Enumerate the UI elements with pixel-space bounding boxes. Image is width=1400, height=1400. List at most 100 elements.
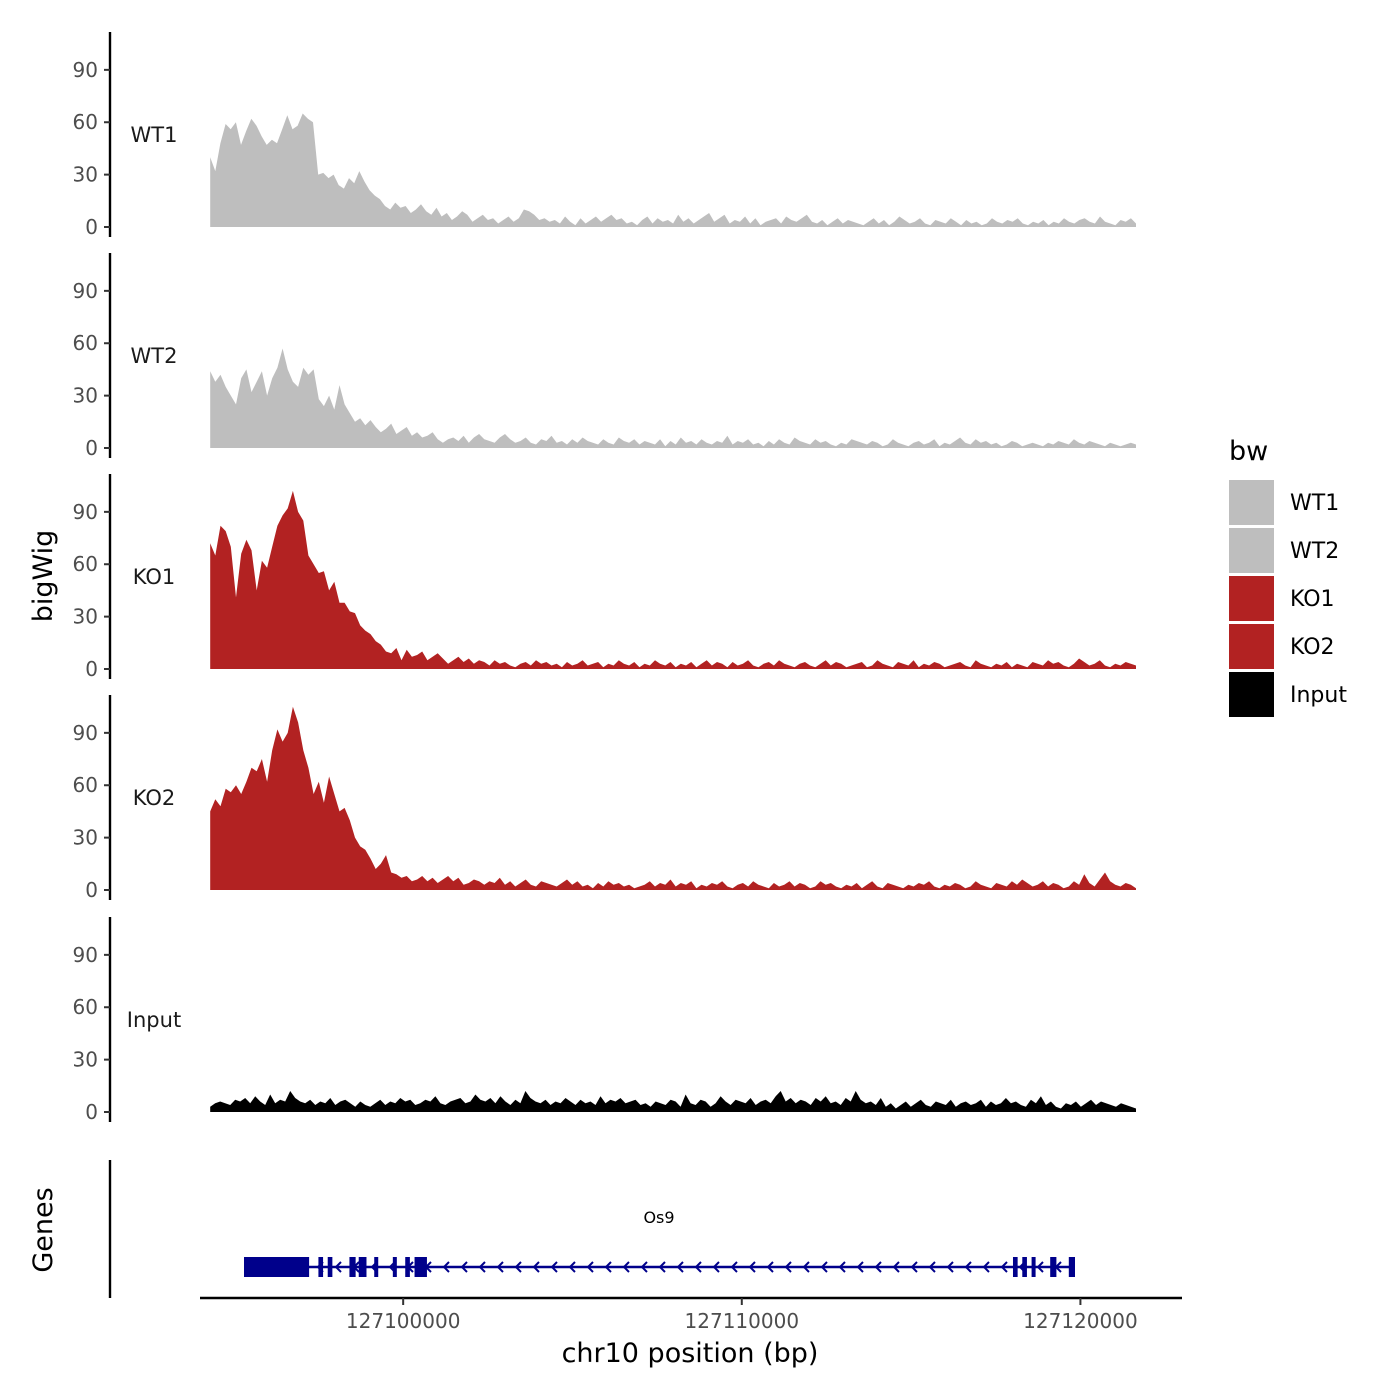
x-tick-label: 127120000 [1023, 1309, 1138, 1333]
y-tick-label: 60 [73, 995, 98, 1019]
y-axis-title: bigWig [28, 530, 59, 623]
strand-chevron [928, 1261, 936, 1273]
coverage-area [210, 706, 1136, 890]
strand-chevron [550, 1261, 558, 1273]
exon [358, 1257, 367, 1277]
strand-chevron [496, 1261, 504, 1273]
y-tick-label: 30 [73, 384, 98, 408]
exon [1022, 1257, 1027, 1277]
gene-track-title: Genes [28, 1187, 59, 1272]
legend-label-input: Input [1290, 683, 1347, 708]
exon [374, 1257, 379, 1277]
strand-chevron [334, 1261, 342, 1273]
strand-chevron [640, 1261, 648, 1273]
y-tick-label: 60 [73, 110, 98, 134]
gene-os9: Os9 [244, 1208, 1075, 1277]
y-tick-label: 60 [73, 773, 98, 797]
legend-swatch-ko1 [1229, 576, 1274, 621]
track-ko2: 0 30 60 90 KO2 [73, 695, 1136, 902]
exon [392, 1257, 397, 1277]
strand-chevron [946, 1261, 954, 1273]
legend: bw WT1 WT2 KO1 KO2 Input [1229, 436, 1347, 717]
strand-chevron [910, 1261, 918, 1273]
strand-chevron [478, 1261, 486, 1273]
x-tick-label: 127100000 [346, 1309, 461, 1333]
exon [244, 1257, 310, 1277]
gene-label: Os9 [643, 1208, 674, 1227]
strand-chevron [712, 1261, 720, 1273]
exon [405, 1257, 410, 1277]
y-tick-label: 30 [73, 1048, 98, 1072]
y-tick-label: 60 [73, 331, 98, 355]
coverage-area [210, 348, 1136, 448]
exon [414, 1257, 427, 1277]
strand-chevron [1036, 1261, 1044, 1273]
y-tick-label: 0 [85, 436, 98, 460]
strand-chevron [748, 1261, 756, 1273]
x-axis-title: chr10 position (bp) [562, 1338, 819, 1369]
exon [1031, 1257, 1036, 1277]
legend-label-ko2: KO2 [1290, 635, 1335, 660]
strand-chevron [856, 1261, 864, 1273]
track-label: Input [127, 1008, 181, 1032]
strand-chevron [730, 1261, 738, 1273]
strand-chevron [820, 1261, 828, 1273]
y-tick-label: 90 [73, 279, 98, 303]
legend-label-ko1: KO1 [1290, 587, 1335, 612]
coverage-tracks: 0 30 60 90 WT1 0 30 60 90 WT2 0 30 60 90 KO1 0 30 60 90 KO2… [73, 32, 1136, 1124]
exon [318, 1257, 324, 1277]
strand-chevron [838, 1261, 846, 1273]
coverage-area [210, 1091, 1136, 1112]
strand-chevron [568, 1261, 576, 1273]
y-tick-label: 0 [85, 215, 98, 239]
legend-label-wt2: WT2 [1290, 539, 1339, 564]
y-tick-label: 0 [85, 657, 98, 681]
track-label: KO1 [133, 565, 176, 589]
track-label: KO2 [133, 786, 176, 810]
strand-chevron [802, 1261, 810, 1273]
y-tick-label: 90 [73, 721, 98, 745]
x-tick-label: 127110000 [685, 1309, 800, 1333]
legend-swatch-input [1229, 672, 1274, 717]
track-label: WT2 [131, 344, 178, 368]
strand-chevron [604, 1261, 612, 1273]
y-tick-label: 0 [85, 1100, 98, 1124]
strand-chevron [892, 1261, 900, 1273]
strand-chevron [784, 1261, 792, 1273]
y-tick-label: 60 [73, 552, 98, 576]
strand-chevron [622, 1261, 630, 1273]
gene-track: Os9 [108, 1160, 1075, 1298]
strand-chevron [964, 1261, 972, 1273]
exon [1050, 1257, 1057, 1277]
exon [327, 1257, 333, 1277]
strand-chevron [766, 1261, 774, 1273]
y-tick-label: 30 [73, 826, 98, 850]
strand-chevron [982, 1261, 990, 1273]
exon [1012, 1257, 1018, 1277]
strand-chevron [1000, 1261, 1008, 1273]
track-ko1: 0 30 60 90 KO1 [73, 474, 1136, 681]
track-input: 0 30 60 90 Input [73, 917, 1136, 1124]
y-tick-label: 30 [73, 605, 98, 629]
y-tick-label: 30 [73, 163, 98, 187]
exon [1068, 1257, 1075, 1277]
strand-chevron [514, 1261, 522, 1273]
track-wt2: 0 30 60 90 WT2 [73, 253, 1136, 460]
strand-chevron [676, 1261, 684, 1273]
y-tick-label: 90 [73, 943, 98, 967]
strand-chevron [586, 1261, 594, 1273]
x-axis: 127100000 127110000 127120000 [200, 1296, 1182, 1333]
strand-chevron [532, 1261, 540, 1273]
y-tick-label: 0 [85, 878, 98, 902]
track-label: WT1 [131, 123, 178, 147]
strand-chevron [442, 1261, 450, 1273]
legend-label-wt1: WT1 [1290, 491, 1339, 516]
strand-chevron [694, 1261, 702, 1273]
y-tick-label: 90 [73, 58, 98, 82]
track-wt1: 0 30 60 90 WT1 [73, 32, 1136, 239]
strand-chevron [460, 1261, 468, 1273]
strand-chevron [874, 1261, 882, 1273]
exon [349, 1257, 356, 1277]
strand-chevron [658, 1261, 666, 1273]
